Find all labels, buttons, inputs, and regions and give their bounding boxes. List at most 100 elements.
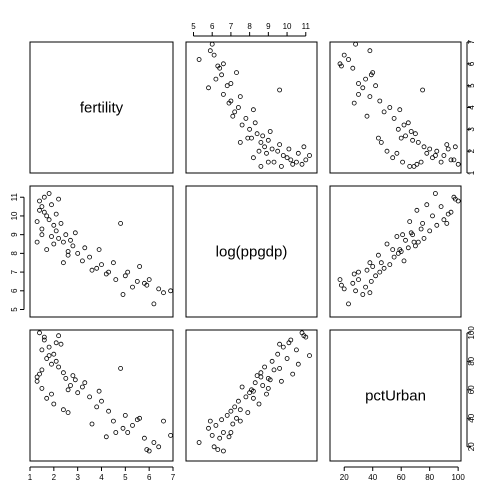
panel-log-ppgdp-vs-log-ppgdp: [185, 185, 318, 318]
point-log-ppgdp-vs-fertility: [156, 286, 162, 292]
point-fertility-vs-log-ppgdp: [213, 76, 219, 82]
tick-label-fertility: 3: [75, 473, 80, 482]
point-fertility-vs-pcturban: [411, 163, 417, 169]
point-pcturban-vs-fertility: [51, 351, 57, 357]
point-pcturban-vs-log-ppgdp: [278, 378, 284, 384]
point-log-ppgdp-vs-pcturban: [377, 269, 383, 275]
point-log-ppgdp-vs-fertility: [87, 254, 92, 260]
point-pcturban-vs-fertility: [111, 418, 116, 424]
point-log-ppgdp-vs-pcturban: [424, 202, 430, 208]
point-pcturban-vs-fertility: [61, 407, 66, 413]
point-fertility-vs-log-ppgdp: [269, 146, 275, 152]
point-pcturban-vs-fertility: [53, 358, 59, 364]
point-pcturban-vs-log-ppgdp: [269, 358, 275, 364]
point-pcturban-vs-log-ppgdp: [271, 367, 277, 373]
point-fertility-vs-pcturban: [415, 139, 421, 145]
point-fertility-vs-log-ppgdp: [224, 83, 230, 89]
point-pcturban-vs-fertility: [61, 370, 66, 376]
point-pcturban-vs-fertility: [49, 361, 54, 367]
point-log-ppgdp-vs-pcturban: [395, 250, 401, 256]
point-log-ppgdp-vs-fertility: [56, 235, 61, 241]
point-pcturban-vs-log-ppgdp: [260, 383, 266, 388]
point-fertility-vs-log-ppgdp: [258, 163, 264, 169]
point-fertility-vs-pcturban: [418, 159, 424, 165]
point-log-ppgdp-vs-fertility: [37, 198, 42, 204]
point-pcturban-vs-fertility: [125, 430, 131, 435]
point-log-ppgdp-vs-fertility: [34, 219, 40, 225]
point-fertility-vs-pcturban: [381, 109, 387, 115]
point-log-ppgdp-vs-pcturban: [346, 301, 351, 307]
point-pcturban-vs-log-ppgdp: [228, 408, 234, 414]
point-log-ppgdp-vs-pcturban: [414, 207, 420, 213]
point-fertility-vs-pcturban: [378, 139, 384, 145]
point-fertility-vs-log-ppgdp: [271, 159, 277, 165]
point-log-ppgdp-vs-pcturban: [408, 230, 414, 236]
point-fertility-vs-pcturban: [397, 107, 403, 113]
point-pcturban-vs-fertility: [168, 432, 174, 438]
point-pcturban-vs-fertility: [70, 373, 76, 379]
point-fertility-vs-log-ppgdp: [239, 122, 245, 128]
point-pcturban-vs-log-ppgdp: [295, 361, 301, 367]
point-fertility-vs-log-ppgdp: [247, 126, 253, 132]
point-log-ppgdp-vs-pcturban: [350, 280, 356, 286]
panel-log-ppgdp-vs-pcturban: [329, 185, 462, 318]
point-pcturban-vs-fertility: [94, 404, 100, 410]
point-fertility-vs-pcturban: [434, 148, 440, 154]
point-pcturban-vs-fertility: [75, 390, 81, 396]
point-fertility-vs-pcturban: [444, 142, 450, 148]
point-fertility-vs-log-ppgdp: [260, 133, 266, 139]
point-fertility-vs-pcturban: [356, 92, 361, 97]
point-pcturban-vs-log-ppgdp: [250, 388, 256, 394]
tick-label-fertility: 1: [467, 170, 476, 175]
tick-label-fertility: 7: [467, 39, 476, 44]
point-pcturban-vs-log-ppgdp: [211, 444, 217, 450]
point-fertility-vs-log-ppgdp: [307, 153, 312, 158]
tick-label-fertility: 6: [147, 473, 152, 482]
point-log-ppgdp-vs-fertility: [61, 260, 66, 266]
point-fertility-vs-log-ppgdp: [278, 163, 284, 169]
point-pcturban-vs-fertility: [34, 378, 40, 384]
point-pcturban-vs-log-ppgdp: [252, 380, 258, 386]
point-fertility-vs-pcturban: [394, 150, 400, 156]
point-pcturban-vs-log-ppgdp: [207, 418, 213, 424]
point-log-ppgdp-vs-pcturban: [384, 241, 390, 247]
point-fertility-vs-pcturban: [412, 131, 418, 137]
point-fertility-vs-pcturban: [398, 135, 404, 141]
point-fertility-vs-pcturban: [441, 153, 447, 158]
point-log-ppgdp-vs-fertility: [120, 292, 126, 297]
point-log-ppgdp-vs-fertility: [53, 211, 59, 217]
point-fertility-vs-log-ppgdp: [288, 157, 294, 163]
tick-label-fertility: 6: [467, 61, 476, 66]
point-fertility-vs-log-ppgdp: [250, 155, 256, 161]
point-log-ppgdp-vs-pcturban: [356, 269, 361, 275]
point-fertility-vs-log-ppgdp: [265, 137, 271, 143]
point-log-ppgdp-vs-fertility: [137, 264, 143, 269]
point-pcturban-vs-fertility: [82, 380, 88, 386]
panel-pcturban-vs-fertility: [29, 329, 174, 462]
point-pcturban-vs-log-ppgdp: [232, 404, 238, 410]
point-pcturban-vs-log-ppgdp: [250, 395, 256, 401]
point-log-ppgdp-vs-fertility: [49, 234, 54, 239]
panel-pcturban-vs-log-ppgdp: [185, 329, 318, 462]
point-pcturban-vs-fertility: [130, 422, 135, 428]
point-pcturban-vs-log-ppgdp: [235, 398, 241, 404]
point-pcturban-vs-fertility: [56, 333, 61, 339]
point-log-ppgdp-vs-fertility: [34, 239, 40, 245]
point-log-ppgdp-vs-pcturban: [367, 260, 373, 266]
panel-fertility-vs-fertility: [29, 41, 174, 174]
point-pcturban-vs-fertility: [39, 367, 45, 373]
panel-fertility-vs-log-ppgdp: [185, 41, 318, 174]
point-log-ppgdp-vs-pcturban: [363, 284, 369, 290]
point-log-ppgdp-vs-fertility: [82, 245, 88, 251]
point-pcturban-vs-fertility: [80, 384, 85, 390]
point-log-ppgdp-vs-pcturban: [360, 292, 366, 297]
tick-label-log-ppgdp: 7: [229, 22, 234, 31]
point-pcturban-vs-log-ppgdp: [209, 432, 215, 438]
point-fertility-vs-log-ppgdp: [228, 81, 234, 86]
point-fertility-vs-pcturban: [375, 135, 381, 141]
point-log-ppgdp-vs-pcturban: [368, 278, 374, 284]
point-log-ppgdp-vs-fertility: [46, 191, 52, 196]
point-log-ppgdp-vs-fertility: [41, 194, 47, 200]
point-log-ppgdp-vs-fertility: [122, 273, 128, 279]
point-pcturban-vs-log-ppgdp: [206, 425, 211, 431]
